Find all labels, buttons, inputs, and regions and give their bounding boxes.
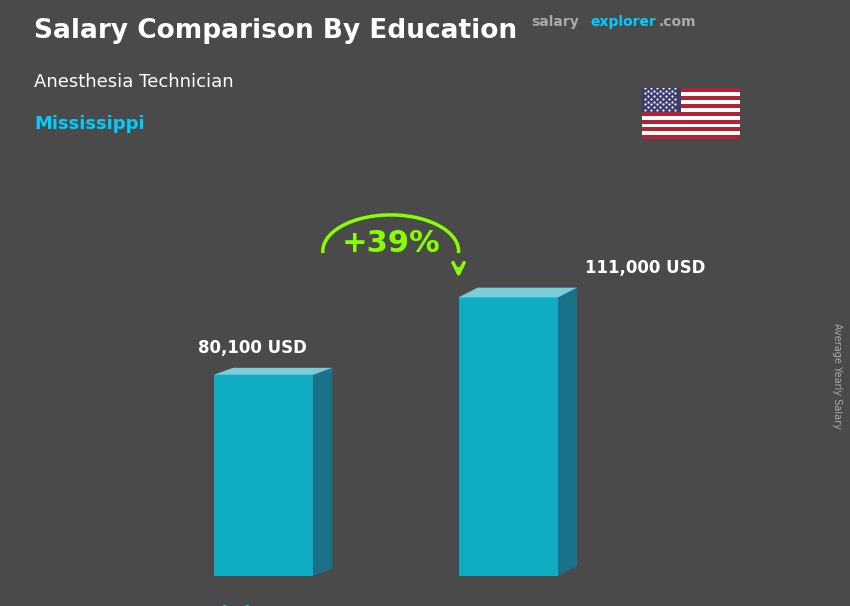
- Text: salary: salary: [531, 15, 579, 29]
- Bar: [642, 116, 740, 119]
- Bar: [642, 100, 740, 104]
- Polygon shape: [313, 368, 332, 576]
- Bar: [642, 124, 740, 127]
- Polygon shape: [213, 368, 332, 375]
- Text: Average Yearly Salary: Average Yearly Salary: [832, 323, 842, 428]
- Bar: [642, 88, 740, 92]
- Bar: [642, 104, 740, 108]
- Bar: [642, 135, 740, 139]
- Bar: [642, 96, 740, 100]
- Text: Anesthesia Technician: Anesthesia Technician: [34, 73, 234, 91]
- Text: Mississippi: Mississippi: [34, 115, 144, 133]
- Text: +39%: +39%: [342, 230, 440, 259]
- Polygon shape: [458, 298, 558, 576]
- Text: Master's Degree: Master's Degree: [441, 605, 595, 606]
- Text: .com: .com: [659, 15, 696, 29]
- Text: 111,000 USD: 111,000 USD: [585, 259, 706, 277]
- Text: 80,100 USD: 80,100 USD: [198, 339, 308, 357]
- Polygon shape: [558, 288, 577, 576]
- Bar: [642, 119, 740, 124]
- Text: Salary Comparison By Education: Salary Comparison By Education: [34, 18, 517, 44]
- Bar: [642, 92, 740, 96]
- Polygon shape: [213, 375, 313, 576]
- Text: Bachelor's Degree: Bachelor's Degree: [188, 605, 359, 606]
- Text: explorer: explorer: [591, 15, 656, 29]
- Bar: [642, 108, 740, 112]
- Bar: [642, 88, 681, 112]
- Bar: [642, 112, 740, 116]
- Polygon shape: [458, 288, 577, 298]
- Bar: [642, 132, 740, 135]
- Bar: [642, 127, 740, 132]
